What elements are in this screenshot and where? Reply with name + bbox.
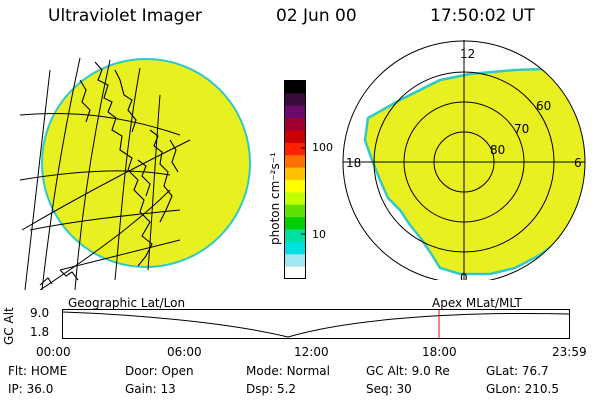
- status-gc-alt: GC Alt: 9.0 Re: [366, 364, 450, 378]
- colorbar-segment: [285, 93, 305, 107]
- alt-xtick-1800: 18:00: [422, 345, 457, 359]
- mlt-label-0: 0: [460, 271, 468, 280]
- colorbar-tick-100: 100: [312, 141, 333, 154]
- colorbar-segment: [285, 142, 305, 156]
- geographic-map: [20, 57, 251, 290]
- alt-xtick-1200: 12:00: [294, 345, 329, 359]
- alt-xtick-0000: 00:00: [36, 345, 71, 359]
- coastlines: [39, 61, 179, 286]
- alt-xtick-2359: 23:59: [552, 345, 587, 359]
- lat-label-60: 60: [536, 99, 551, 113]
- auroral-oval: [363, 66, 585, 276]
- status-seq: Seq: 30: [366, 382, 412, 396]
- mlt-label-18: 18: [346, 156, 361, 170]
- status-dsp: Dsp: 5.2: [246, 382, 297, 396]
- colorbar-unit-label: photon cm⁻²s⁻¹: [268, 152, 282, 245]
- lat-label-70: 70: [514, 122, 529, 136]
- altitude-curve: [62, 311, 570, 338]
- status-door: Door: Open: [125, 364, 194, 378]
- colorbar-segment: [285, 167, 305, 181]
- status-mode: Mode: Normal: [246, 364, 330, 378]
- status-gain: Gain: 13: [125, 382, 176, 396]
- color-scale-bar: [284, 80, 306, 280]
- colorbar-segment: [285, 155, 305, 169]
- colorbar-segment: [285, 241, 305, 255]
- colorbar-tick-10: 10: [312, 228, 326, 241]
- mlt-label-6: 6: [574, 156, 582, 170]
- lat-label-80: 80: [490, 143, 505, 157]
- altitude-plot: [62, 309, 570, 339]
- colorbar-segment: [285, 254, 305, 268]
- date-readout: 02 Jun 00: [276, 6, 357, 26]
- earth-disk: [41, 58, 251, 268]
- status-ip: IP: 36.0: [8, 382, 54, 396]
- alt-ylabel: GC Alt: [2, 307, 16, 345]
- colorbar-segment: [285, 217, 305, 230]
- alt-ytick-9: 9.0: [30, 306, 50, 320]
- time-readout: 17:50:02 UT: [430, 6, 535, 26]
- status-glon: GLon: 210.5: [486, 382, 559, 396]
- status-flt: Flt: HOME: [8, 364, 68, 378]
- polar-grid: [342, 40, 586, 280]
- app-title: Ultraviolet Imager: [48, 6, 202, 26]
- colorbar-segment: [285, 180, 305, 193]
- colorbar-segment: [285, 130, 305, 144]
- alt-xtick-0600: 06:00: [167, 345, 202, 359]
- colorbar-segment: [285, 266, 305, 280]
- polar-map-title: Apex MLat/MLT: [432, 296, 522, 310]
- status-glat: GLat: 76.7: [486, 364, 549, 378]
- colorbar-segment: [285, 118, 305, 131]
- polar-map: 12 18 6 0 60 70 80: [342, 40, 586, 280]
- colorbar-segment: [285, 105, 305, 119]
- left-map-title: Geographic Lat/Lon: [68, 296, 186, 310]
- colorbar-segment: [285, 229, 305, 243]
- colorbar-segment: [285, 204, 305, 218]
- mlt-label-12: 12: [460, 47, 475, 61]
- colorbar-segment: [285, 81, 305, 94]
- colorbar-segment: [285, 192, 305, 206]
- alt-ytick-1-8: 1.8: [30, 325, 50, 339]
